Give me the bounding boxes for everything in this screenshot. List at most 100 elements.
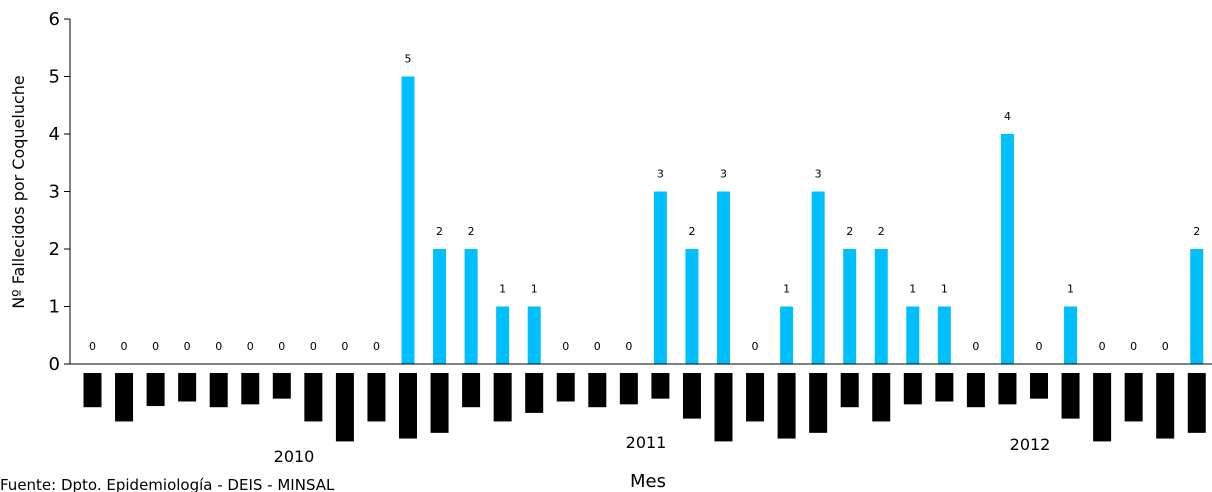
data-label: 0 — [1099, 340, 1106, 353]
bar — [906, 306, 920, 364]
data-label: 3 — [720, 168, 727, 181]
month-marker — [651, 373, 670, 399]
data-label: 2 — [1193, 225, 1200, 238]
month-marker — [367, 373, 386, 422]
y-tick-label: 6 — [49, 9, 60, 30]
data-label: 1 — [1067, 283, 1074, 296]
data-label: 0 — [1036, 340, 1043, 353]
month-marker — [1093, 373, 1112, 442]
data-label: 0 — [310, 340, 317, 353]
bar — [811, 191, 825, 364]
month-marker — [714, 373, 733, 442]
month-marker — [146, 373, 165, 407]
month-marker — [430, 373, 449, 433]
year-label: 2010 — [274, 447, 315, 466]
data-label: 1 — [531, 283, 538, 296]
month-marker — [1156, 373, 1175, 439]
bar — [780, 306, 794, 364]
month-marker — [588, 373, 607, 408]
month-marker — [493, 373, 512, 422]
month-marker — [1030, 373, 1048, 399]
bar — [685, 249, 699, 364]
bar — [1064, 306, 1078, 364]
month-marker — [903, 373, 922, 405]
data-label: 2 — [688, 225, 695, 238]
month-marker — [619, 373, 638, 405]
y-tick-label: 3 — [49, 182, 60, 203]
month-marker — [1124, 373, 1143, 422]
data-label: 0 — [247, 340, 254, 353]
bar — [1000, 134, 1014, 364]
month-marker — [998, 373, 1017, 405]
data-label: 2 — [468, 225, 475, 238]
data-label: 5 — [405, 53, 412, 66]
bar — [717, 191, 730, 364]
month-marker — [241, 373, 260, 405]
month-marker — [1187, 373, 1206, 433]
month-marker — [872, 373, 891, 422]
bar — [843, 249, 857, 364]
data-label: 1 — [783, 283, 790, 296]
data-label: 2 — [436, 225, 443, 238]
month-markers — [83, 373, 1206, 442]
bar — [464, 249, 478, 364]
year-label: 2012 — [1010, 435, 1051, 454]
y-tick-label: 2 — [49, 239, 60, 260]
data-label: 0 — [625, 340, 632, 353]
bar — [653, 191, 667, 364]
data-label: 1 — [499, 283, 506, 296]
month-marker — [809, 373, 828, 433]
data-label: 0 — [972, 340, 979, 353]
bars — [401, 76, 1204, 364]
data-label: 1 — [909, 283, 916, 296]
data-label: 0 — [152, 340, 159, 353]
data-label: 2 — [846, 225, 853, 238]
bar — [527, 306, 541, 364]
y-tick-label: 5 — [49, 67, 60, 88]
month-marker — [556, 373, 575, 402]
data-label: 0 — [1162, 340, 1169, 353]
data-label: 4 — [1004, 110, 1011, 123]
data-label: 0 — [1130, 340, 1137, 353]
month-marker — [1061, 373, 1080, 419]
month-marker — [462, 373, 481, 408]
data-label: 0 — [278, 340, 285, 353]
data-label: 3 — [815, 168, 822, 181]
data-label: 0 — [184, 340, 191, 353]
bar — [401, 76, 415, 364]
bar — [937, 306, 951, 364]
data-label: 0 — [341, 340, 348, 353]
year-label: 2011 — [626, 433, 667, 452]
bar — [874, 249, 888, 364]
data-label: 0 — [562, 340, 569, 353]
data-label: 0 — [594, 340, 601, 353]
source-note: Fuente: Dpto. Epidemiología - DEIS - MIN… — [0, 476, 335, 492]
data-label: 1 — [941, 283, 948, 296]
y-tick-label: 1 — [49, 297, 60, 318]
x-axis-label: Mes — [630, 471, 666, 492]
data-label: 0 — [373, 340, 380, 353]
y-axis-label: Nº Fallecidos por Coqueluche — [9, 75, 28, 309]
data-label: 3 — [657, 168, 664, 181]
month-marker — [840, 373, 859, 408]
y-tick-label: 0 — [49, 354, 60, 375]
y-axis-ticks: 0 1 2 3 4 5 6 — [49, 9, 70, 375]
data-label: 0 — [752, 340, 759, 353]
data-labels: 0 0 0 0 0 0 0 0 0 0 5 2 2 1 1 0 0 0 3 2 3 0 1 3 2 2 1 1 0 4 0 1 0 0 0 2 — [89, 53, 1200, 354]
y-tick-label: 4 — [49, 124, 60, 145]
month-marker — [525, 373, 544, 413]
month-marker — [209, 373, 228, 408]
month-marker — [335, 373, 354, 442]
bar — [1190, 249, 1204, 364]
month-marker — [83, 373, 102, 408]
bar — [433, 249, 447, 364]
month-marker — [115, 373, 134, 422]
month-marker — [272, 373, 291, 399]
month-marker — [304, 373, 323, 422]
month-marker — [399, 373, 417, 439]
data-label: 0 — [121, 340, 128, 353]
month-marker — [682, 373, 701, 419]
month-marker — [966, 373, 985, 408]
month-marker — [178, 373, 197, 402]
